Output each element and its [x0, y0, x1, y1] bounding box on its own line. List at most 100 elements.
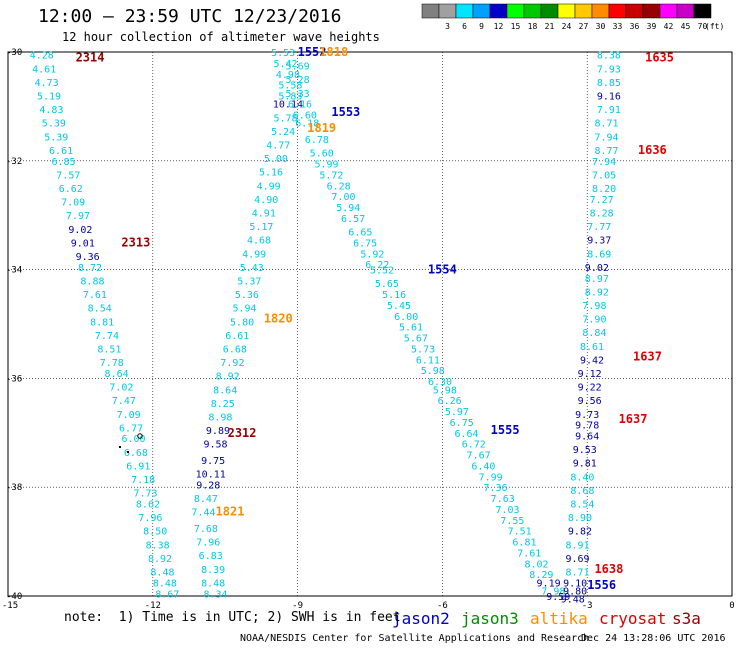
y-tick-label: -38 — [6, 483, 22, 493]
color-scale-label: 45 — [681, 22, 691, 31]
wave-height-value: 7.68 — [194, 524, 218, 535]
x-tick-label: -3 — [582, 601, 593, 611]
wave-height-value: 6.16 — [288, 100, 312, 111]
wave-height-value: 7.61 — [83, 290, 107, 301]
legend-entry-jason3: jason3 — [461, 609, 519, 628]
wave-height-value: 9.59 — [546, 592, 570, 603]
wave-height-value: 5.94 — [336, 203, 360, 214]
y-tick-label: -30 — [6, 48, 22, 58]
wave-height-value: 7.44 — [191, 508, 215, 519]
wave-height-value: 8.71 — [594, 119, 618, 130]
wave-height-value: 7.73 — [134, 489, 158, 500]
wave-height-value: 6.65 — [348, 228, 372, 239]
wave-height-value: 8.54 — [570, 500, 594, 511]
wave-height-value: 8.97 — [585, 274, 609, 285]
wave-height-value: 7.97 — [66, 211, 90, 222]
wave-height-value: 6.57 — [341, 214, 365, 225]
wave-height-value: 5.97 — [445, 407, 469, 418]
wave-height-value: 7.27 — [590, 195, 614, 206]
wave-height-value: 9.22 — [578, 383, 602, 394]
color-scale-label: 27 — [579, 22, 589, 31]
x-tick-label: -12 — [145, 601, 161, 611]
wave-height-value: 5.69 — [286, 62, 310, 73]
wave-height-value: 8.61 — [580, 342, 604, 353]
wave-height-value: 5.83 — [278, 92, 302, 103]
wave-height-value: 7.98 — [582, 301, 606, 312]
wave-height-value: 4.99 — [242, 249, 266, 260]
wave-height-value: 8.51 — [97, 344, 121, 355]
color-scale: 3 6 9 12 15 18 21 24 27 30 33 36 39 42 45 70(ft) — [421, 3, 724, 31]
orbit-label: 1554 — [428, 263, 457, 277]
wave-height-value: 8.48 — [201, 578, 225, 589]
wave-height-value: 8.34 — [203, 589, 227, 600]
wave-height-value: 5.19 — [37, 92, 61, 103]
orbit-label: 1555 — [491, 423, 520, 437]
chart-subtitle: 12 hour collection of altimeter wave hei… — [62, 30, 380, 44]
orbit-label: 2313 — [121, 235, 150, 249]
wave-height-value: 8.48 — [153, 578, 177, 589]
note-text: note: 1) Time is in UTC; 2) SWH is in fe… — [64, 610, 401, 625]
wave-height-value: 6.11 — [416, 355, 440, 366]
wave-height-value: 5.98 — [421, 366, 445, 377]
wave-height-value: 5.16 — [382, 290, 406, 301]
plot-frame — [7, 51, 733, 597]
wave-height-value: 6.64 — [454, 429, 478, 440]
wave-height-value: 7.61 — [517, 548, 541, 559]
wave-height-value: 8.39 — [201, 565, 225, 576]
wave-height-value: 9.78 — [575, 421, 599, 432]
wave-height-value: 4.83 — [39, 105, 63, 116]
chart-title: 12:00 – 23:59 UTC 12/23/2016 — [38, 6, 342, 27]
color-swatch — [455, 3, 474, 19]
wave-height-value: 9.16 — [597, 92, 621, 103]
color-swatch — [540, 3, 559, 19]
wave-height-value: 4.90 — [254, 195, 278, 206]
wave-height-value: 8.72 — [78, 263, 102, 274]
orbit-label: 1821 — [216, 505, 245, 519]
wave-height-value: 7.57 — [56, 170, 80, 181]
color-swatch — [489, 3, 508, 19]
wave-height-value: 9.37 — [587, 236, 611, 247]
island-marker — [119, 446, 121, 448]
wave-height-value: 5.52 — [370, 266, 394, 277]
orbit-label: 1552 — [298, 45, 327, 59]
color-swatch — [693, 3, 712, 19]
wave-height-value: 5.00 — [264, 154, 288, 165]
color-swatch — [472, 3, 491, 19]
x-tick-label: -6 — [437, 601, 448, 611]
wave-height-value: 9.48 — [561, 595, 585, 606]
orbit-label: 1637 — [619, 412, 648, 426]
wave-height-value: 5.36 — [235, 290, 259, 301]
wave-height-value: 7.00 — [331, 192, 355, 203]
wave-height-value: 7.09 — [61, 198, 85, 209]
legend-entry-cryosat: cryosat — [599, 609, 666, 628]
x-tick-label: 0 — [729, 601, 734, 611]
orbit-label: 1819 — [307, 121, 336, 135]
island-marker — [127, 451, 129, 453]
wave-height-value: 9.42 — [580, 355, 604, 366]
orbit-label: 1553 — [331, 105, 360, 119]
color-scale-label: 9 — [479, 22, 484, 31]
wave-height-value: 5.92 — [360, 249, 384, 260]
color-swatch — [557, 3, 576, 19]
wave-height-value: 5.16 — [259, 168, 283, 179]
wave-height-value: 7.96 — [138, 513, 162, 524]
wave-height-value: 10.11 — [196, 470, 226, 481]
wave-height-value: 8.98 — [208, 412, 232, 423]
axes: -15 -12 -9 -6 -3 0-30-32-34-36-38-40 — [2, 48, 735, 611]
color-swatch — [608, 3, 627, 19]
color-swatch — [438, 3, 457, 19]
wave-height-value: 6.60 — [293, 111, 317, 122]
wave-height-value: 8.68 — [570, 486, 594, 497]
wave-height-value: 8.64 — [213, 385, 237, 396]
color-scale-label: 70 — [698, 22, 708, 31]
wave-height-value: 9.36 — [76, 252, 100, 263]
wave-height-value: 4.68 — [247, 236, 271, 247]
wave-height-value: 9.81 — [573, 459, 597, 470]
wave-height-value: 5.24 — [271, 127, 295, 138]
orbit-label: 1820 — [264, 312, 293, 326]
wave-height-value: 4.28 — [30, 51, 54, 62]
legend-entry-s3a: s3a — [672, 609, 701, 628]
wave-height-value: 7.55 — [500, 516, 524, 527]
wave-height-value: 5.61 — [399, 323, 423, 334]
color-scale-unit: (ft) — [705, 22, 724, 31]
